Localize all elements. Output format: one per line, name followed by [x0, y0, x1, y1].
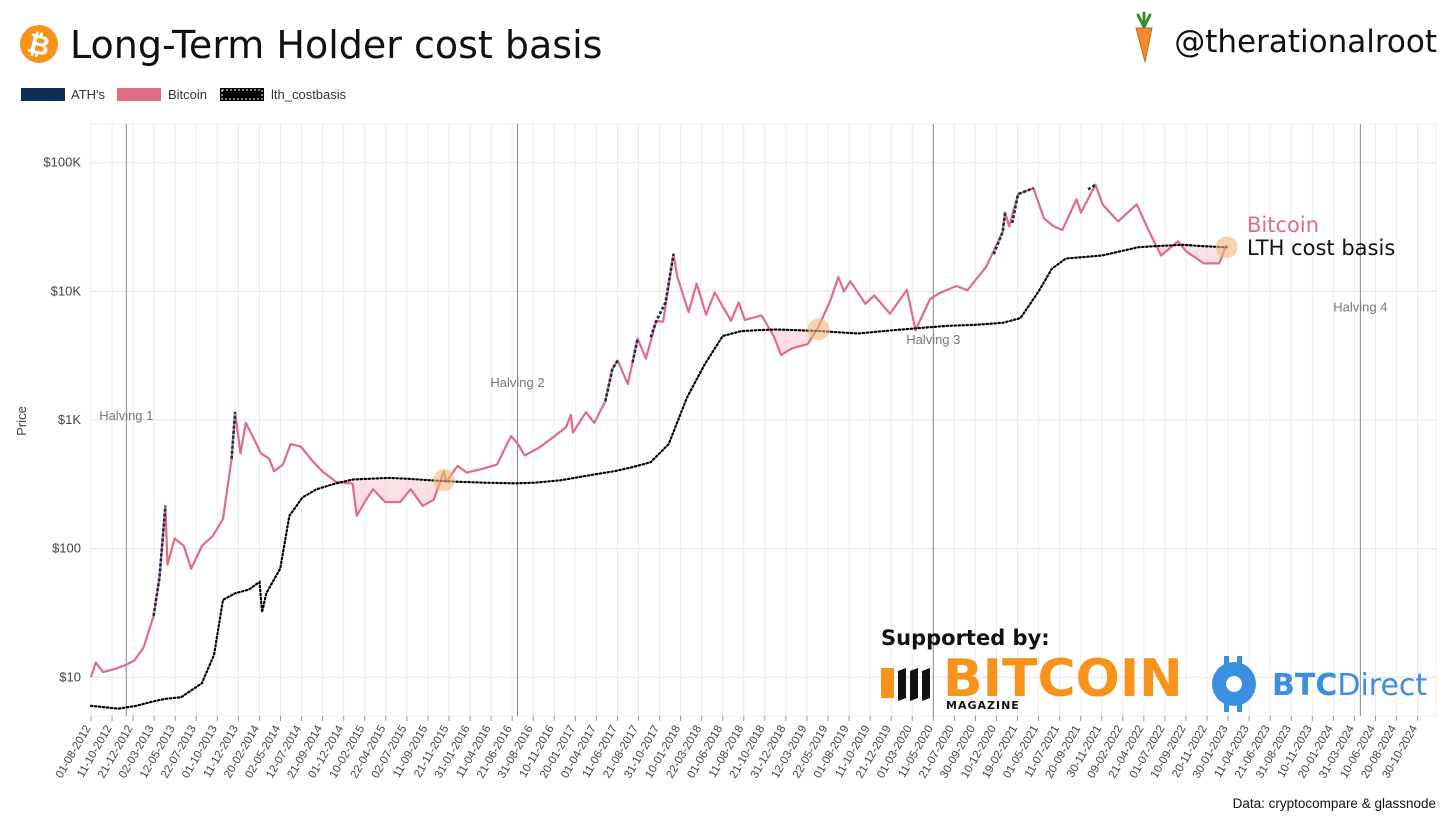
ath-segment	[1010, 186, 1034, 224]
halving-label: Halving 2	[490, 375, 544, 390]
halving-label: Halving 3	[906, 332, 960, 347]
halving-lines: Halving 1 Halving 2 Halving 3 Halving 4	[99, 124, 1387, 716]
end-label-bitcoin: Bitcoin	[1247, 213, 1319, 237]
legend-label-ath: ATH's	[71, 87, 106, 102]
ath-segment	[230, 412, 237, 459]
end-label-lth: LTH cost basis	[1247, 236, 1395, 260]
legend-swatch-lth-dots	[221, 89, 263, 100]
sponsors-heading: Supported by:	[881, 626, 1050, 650]
y-tick-label: $100K	[43, 155, 81, 170]
author-handle: @therationalroot	[1174, 24, 1437, 60]
gridlines	[90, 123, 1437, 717]
ath-segment	[992, 212, 1007, 255]
series-lines	[89, 183, 1228, 710]
btc-direct-light: Direct	[1337, 668, 1427, 703]
ath-segment	[1087, 183, 1097, 191]
bitcoin-magazine-logo-icon	[881, 668, 930, 701]
crossover-marker	[807, 318, 830, 341]
y-axis-ticks: $10 $100 $1K $10K $100K	[43, 155, 81, 685]
ath-segment	[604, 359, 619, 402]
legend-swatch-ath	[21, 88, 65, 101]
carrot-icon	[1135, 11, 1153, 63]
data-source: Data: cryptocompare & glassnode	[1233, 796, 1436, 811]
shaded-regions	[334, 241, 1227, 515]
legend: ATH's Bitcoin lth_costbasis	[21, 87, 347, 102]
x-axis-ticks: 01-08-201211-10-201221-12-201202-03-2013…	[54, 716, 1421, 780]
shaded-region	[334, 471, 444, 515]
btc-direct-logo-icon	[1212, 656, 1256, 712]
shaded-region	[772, 326, 819, 355]
ath-segment	[152, 505, 167, 617]
y-tick-label: $1K	[58, 412, 81, 427]
header: ₿ Long-Term Holder cost basis @theration…	[20, 11, 1437, 67]
ath-segment	[649, 253, 675, 338]
halving-label: Halving 1	[99, 408, 153, 423]
legend-swatch-bitcoin	[117, 88, 161, 101]
lth-costbasis-line	[89, 243, 1228, 710]
legend-label-lth: lth_costbasis	[271, 87, 347, 102]
legend-label-bitcoin: Bitcoin	[168, 87, 207, 102]
y-axis-title: Price	[14, 406, 29, 436]
legend-swatch-lth	[220, 88, 264, 101]
ath-segment	[631, 338, 639, 363]
btc-direct-bold: BTC	[1272, 668, 1337, 703]
y-tick-label: $10	[59, 669, 81, 684]
sponsors: Supported by: BITCOIN MAGAZINE BTCDirect	[881, 626, 1427, 712]
bitcoin-magazine-sub: MAGAZINE	[946, 699, 1020, 712]
halving-label: Halving 4	[1333, 299, 1387, 314]
bitcoin-magazine-word: BITCOIN	[943, 649, 1183, 709]
btc-direct-wordmark: BTCDirect	[1272, 668, 1427, 703]
crossover-marker	[1215, 236, 1238, 259]
bitcoin-logo-icon: ₿	[20, 25, 58, 63]
y-tick-label: $100	[52, 541, 81, 556]
page-title: Long-Term Holder cost basis	[70, 23, 602, 67]
crossover-marker	[432, 469, 455, 492]
crossover-markers	[432, 236, 1238, 492]
y-tick-label: $10K	[51, 283, 82, 298]
